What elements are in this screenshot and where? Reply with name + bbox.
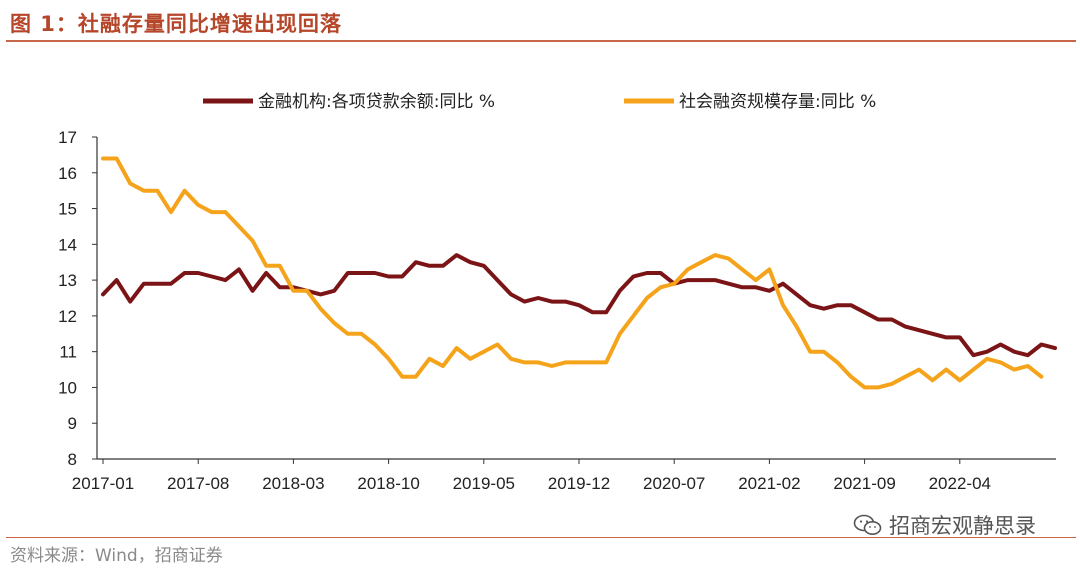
y-tick-label: 12 — [58, 307, 77, 326]
footer-divider — [6, 537, 1076, 538]
legend: 金融机构:各项贷款余额:同比 % 社会融资规模存量:同比 % — [203, 92, 876, 112]
x-tick-label: 2018-10 — [357, 474, 419, 493]
x-tick-label: 2021-02 — [738, 474, 800, 493]
series-line-loans — [101, 253, 1057, 358]
x-tick-label: 2017-08 — [167, 474, 229, 493]
y-tick-label: 13 — [58, 271, 77, 290]
y-tick-label: 15 — [58, 200, 77, 219]
y-tick-label: 11 — [59, 343, 77, 362]
y-tick-label: 9 — [68, 414, 77, 433]
wechat-icon — [853, 514, 882, 535]
x-tick-label: 2019-05 — [453, 474, 515, 493]
legend-label-loans: 金融机构:各项贷款余额:同比 % — [258, 92, 495, 112]
axes: 8 9 10 11 12 13 14 15 16 17 2017-01 2017-08 2018-03 2… — [58, 128, 1056, 493]
x-tick-label: 2017-01 — [72, 474, 134, 493]
x-tick-label: 2022-04 — [929, 474, 991, 493]
x-tick-label: 2021-09 — [833, 474, 895, 493]
x-tick-label: 2020-07 — [643, 474, 705, 493]
x-tick-label: 2018-03 — [262, 474, 324, 493]
y-tick-label: 14 — [58, 235, 77, 254]
figure-title: 图 1：社融存量同比增速出现回落 — [10, 12, 342, 36]
series-line-tsf — [101, 156, 1044, 390]
series-group — [101, 156, 1057, 390]
legend-label-tsf: 社会融资规模存量:同比 % — [679, 92, 876, 112]
watermark: 招商宏观静思录 — [853, 510, 1036, 540]
watermark-text: 招商宏观静思录 — [889, 514, 1036, 538]
title-divider — [6, 40, 1076, 42]
y-tick-label: 8 — [68, 450, 77, 469]
y-tick-label: 10 — [58, 378, 77, 397]
y-tick-label: 17 — [58, 128, 77, 147]
y-tick-label: 16 — [58, 164, 77, 183]
x-tick-label: 2019-12 — [548, 474, 610, 493]
source-note: 资料来源：Wind，招商证券 — [10, 546, 223, 566]
